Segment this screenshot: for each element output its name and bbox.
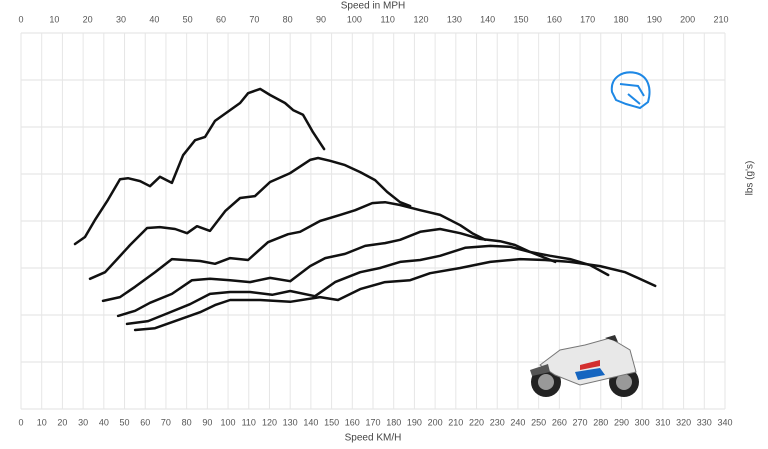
x-tick-label: 0 [18,417,23,427]
x2-tick-label: 140 [480,14,495,24]
gear-curve [88,156,412,281]
x-tick-label: 170 [365,417,380,427]
y-axis-label: lbs (g's) [745,161,756,196]
x2-tick-label: 150 [513,14,528,24]
x-tick-label: 30 [78,417,88,427]
x2-tick-label: 30 [116,14,126,24]
x-tick-label: 300 [635,417,650,427]
x-tick-label: 120 [262,417,277,427]
x2-tick-label: 190 [647,14,662,24]
gear-curve [101,200,487,303]
x2-tick-label: 180 [613,14,628,24]
x2-tick-label: 120 [413,14,428,24]
x-tick-label: 60 [140,417,150,427]
x2-tick-label: 200 [680,14,695,24]
x-tick-label: 230 [490,417,505,427]
x-tick-label: 250 [531,417,546,427]
gear-curve [116,227,557,318]
x-tick-label: 160 [345,417,360,427]
x-tick-label: 90 [202,417,212,427]
x-tick-label: 40 [99,417,109,427]
x-tick-label: 130 [283,417,298,427]
x2-tick-label: 130 [447,14,462,24]
x-tick-label: 100 [221,417,236,427]
x-tick-label: 80 [182,417,192,427]
x2-tick-label: 80 [283,14,293,24]
x-tick-label: 270 [573,417,588,427]
x-tick-label: 150 [324,417,339,427]
x2-tick-label: 100 [347,14,362,24]
x2-tick-label: 170 [580,14,595,24]
x2-tick-label: 70 [249,14,259,24]
x2-tick-label: 210 [713,14,728,24]
x-tick-label: 240 [510,417,525,427]
x-tick-label: 260 [552,417,567,427]
x-tick-label: 200 [428,417,443,427]
x2-axis-label: Speed in MPH [341,1,405,12]
x-tick-label: 20 [57,417,67,427]
x2-tick-label: 110 [380,14,394,24]
x-tick-label: 180 [386,417,401,427]
x-tick-label: 340 [717,417,732,427]
x-tick-label: 70 [161,417,171,427]
x-tick-label: 310 [655,417,670,427]
x2-tick-label: 40 [149,14,159,24]
x-axis-label: Speed KM/H [345,433,402,444]
x2-tick-label: 50 [183,14,193,24]
x2-tick-label: 0 [18,14,23,24]
x-tick-label: 290 [614,417,629,427]
x2-tick-label: 60 [216,14,226,24]
x2-tick-label: 10 [49,14,59,24]
x-tick-label: 50 [120,417,130,427]
x-tick-label: 320 [676,417,691,427]
gear-curve [133,257,657,332]
x2-tick-label: 20 [83,14,93,24]
gear-curve [125,244,610,326]
x-tick-label: 330 [697,417,712,427]
x-tick-label: 210 [448,417,463,427]
x-tick-label: 110 [242,417,256,427]
gear-curve [73,87,326,246]
x-tick-label: 140 [303,417,318,427]
x-tick-label: 280 [593,417,608,427]
x2-tick-label: 90 [316,14,326,24]
helmet-icon [610,71,651,110]
motorcycle-image [530,335,639,397]
x-tick-label: 220 [469,417,484,427]
x2-tick-label: 160 [547,14,562,24]
x-tick-label: 10 [37,417,47,427]
x-tick-label: 190 [407,417,422,427]
